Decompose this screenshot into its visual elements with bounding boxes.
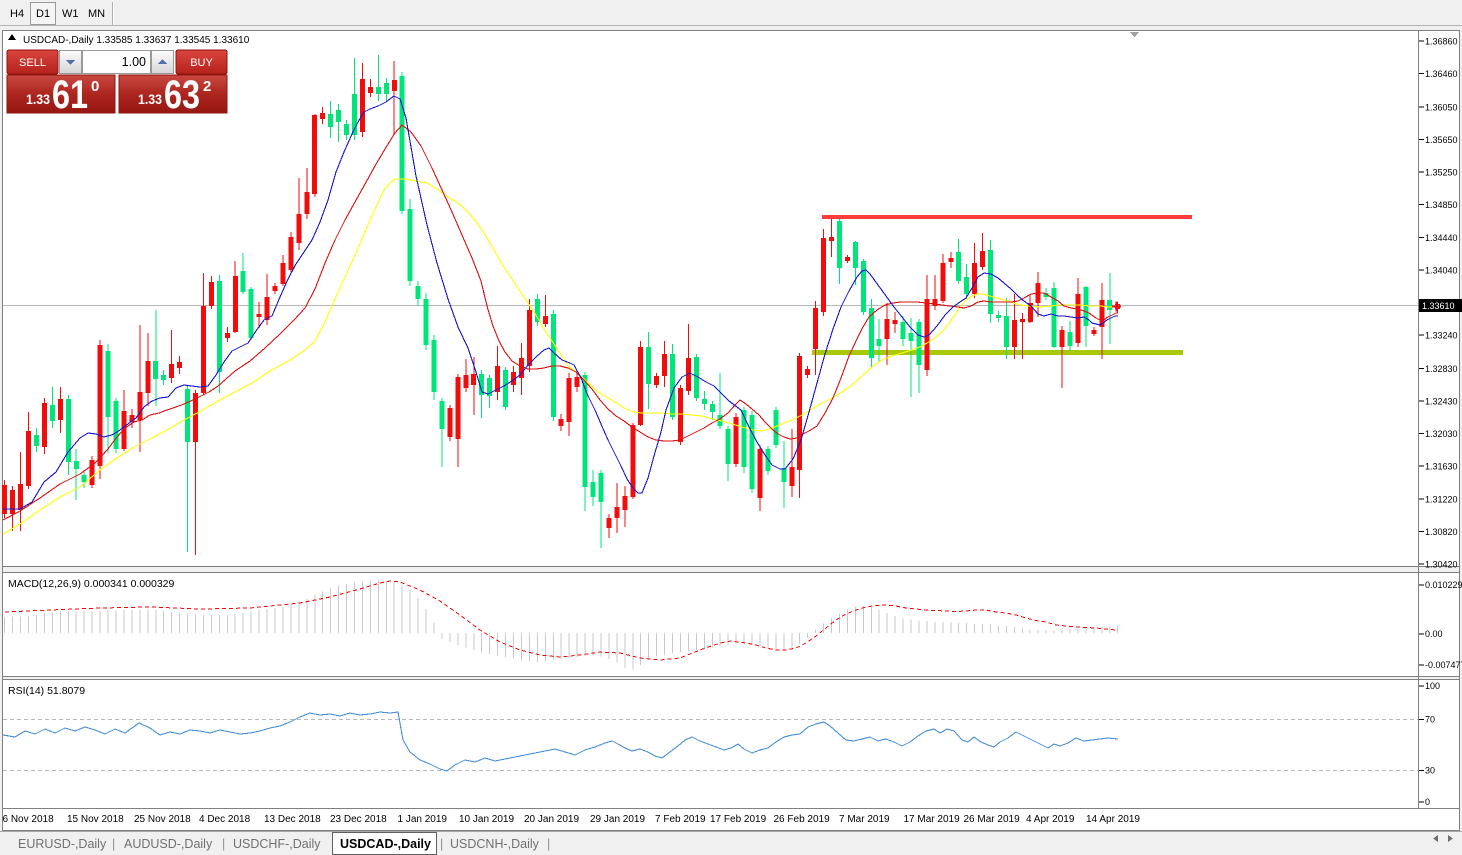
svg-text:29 Jan 2019: 29 Jan 2019 — [590, 814, 645, 825]
svg-text:|: | — [440, 837, 443, 851]
svg-text:1.32830: 1.32830 — [1425, 364, 1458, 374]
svg-text:30: 30 — [1425, 766, 1435, 776]
svg-text:|: | — [547, 837, 550, 851]
svg-text:13 Dec 2018: 13 Dec 2018 — [264, 814, 321, 825]
svg-text:1.34850: 1.34850 — [1425, 200, 1458, 210]
svg-text:BUY: BUY — [190, 57, 213, 69]
svg-text:4 Apr 2019: 4 Apr 2019 — [1026, 814, 1075, 825]
svg-text:1.33240: 1.33240 — [1425, 331, 1458, 341]
svg-text:W1: W1 — [62, 8, 79, 20]
svg-text:7 Mar 2019: 7 Mar 2019 — [839, 814, 890, 825]
svg-text:H4: H4 — [10, 8, 24, 20]
svg-text:|: | — [112, 837, 115, 851]
svg-text:0.010229: 0.010229 — [1425, 580, 1462, 590]
svg-text:RSI(14) 51.8079: RSI(14) 51.8079 — [8, 685, 85, 697]
svg-text:USDCAD-,Daily 1.33585 1.33637: USDCAD-,Daily 1.33585 1.33637 1.33545 1.… — [23, 35, 250, 46]
svg-text:1.30820: 1.30820 — [1425, 527, 1458, 537]
svg-text:1.30420: 1.30420 — [1425, 560, 1458, 570]
svg-text:1.33610: 1.33610 — [1422, 301, 1455, 311]
svg-text:0.00: 0.00 — [1425, 629, 1443, 639]
svg-text:1.00: 1.00 — [122, 55, 146, 69]
svg-text:1.35250: 1.35250 — [1425, 167, 1458, 177]
svg-text:0: 0 — [1425, 797, 1430, 807]
svg-text:-0.007477: -0.007477 — [1425, 660, 1462, 670]
svg-text:EURUSD-,Daily: EURUSD-,Daily — [18, 837, 107, 851]
svg-text:15 Nov 2018: 15 Nov 2018 — [67, 814, 124, 825]
svg-text:1.35650: 1.35650 — [1425, 135, 1458, 145]
svg-text:100: 100 — [1425, 681, 1440, 691]
svg-text:1 Jan 2019: 1 Jan 2019 — [398, 814, 448, 825]
svg-text:2: 2 — [203, 78, 211, 95]
svg-text:61: 61 — [52, 73, 88, 117]
svg-text:26 Mar 2019: 26 Mar 2019 — [964, 814, 1021, 825]
svg-text:AUDUSD-,Daily: AUDUSD-,Daily — [124, 837, 213, 851]
svg-text:USDCHF-,Daily: USDCHF-,Daily — [233, 837, 321, 851]
svg-text:6 Nov 2018: 6 Nov 2018 — [3, 814, 55, 825]
svg-text:23 Dec 2018: 23 Dec 2018 — [330, 814, 387, 825]
svg-text:1.31630: 1.31630 — [1425, 461, 1458, 471]
svg-text:1.33: 1.33 — [26, 91, 50, 107]
svg-text:1.32430: 1.32430 — [1425, 396, 1458, 406]
svg-text:63: 63 — [164, 73, 200, 117]
svg-text:MN: MN — [88, 8, 105, 20]
svg-text:7 Feb 2019: 7 Feb 2019 — [655, 814, 706, 825]
svg-text:20 Jan 2019: 20 Jan 2019 — [524, 814, 579, 825]
svg-text:MACD(12,26,9) 0.000341 0.00032: MACD(12,26,9) 0.000341 0.000329 — [8, 578, 175, 590]
svg-text:17 Mar 2019: 17 Mar 2019 — [904, 814, 961, 825]
svg-text:26 Feb 2019: 26 Feb 2019 — [774, 814, 831, 825]
svg-text:1.36860: 1.36860 — [1425, 37, 1458, 47]
svg-text:0: 0 — [91, 78, 99, 95]
svg-text:USDCNH-,Daily: USDCNH-,Daily — [450, 837, 540, 851]
svg-text:1.31220: 1.31220 — [1425, 495, 1458, 505]
svg-text:USDCAD-,Daily: USDCAD-,Daily — [340, 837, 431, 851]
svg-text:1.32030: 1.32030 — [1425, 429, 1458, 439]
svg-text:17 Feb 2019: 17 Feb 2019 — [710, 814, 767, 825]
svg-text:10 Jan 2019: 10 Jan 2019 — [459, 814, 514, 825]
svg-text:D1: D1 — [36, 8, 50, 20]
svg-text:1.36050: 1.36050 — [1425, 102, 1458, 112]
svg-text:1.34440: 1.34440 — [1425, 233, 1458, 243]
svg-text:SELL: SELL — [19, 57, 46, 69]
svg-text:|: | — [222, 837, 225, 851]
svg-text:14 Apr 2019: 14 Apr 2019 — [1086, 814, 1140, 825]
svg-text:4 Dec 2018: 4 Dec 2018 — [199, 814, 251, 825]
svg-text:25 Nov 2018: 25 Nov 2018 — [134, 814, 191, 825]
svg-text:1.34040: 1.34040 — [1425, 266, 1458, 276]
svg-text:70: 70 — [1425, 715, 1435, 725]
svg-text:1.36460: 1.36460 — [1425, 69, 1458, 79]
svg-text:1.33: 1.33 — [138, 91, 162, 107]
